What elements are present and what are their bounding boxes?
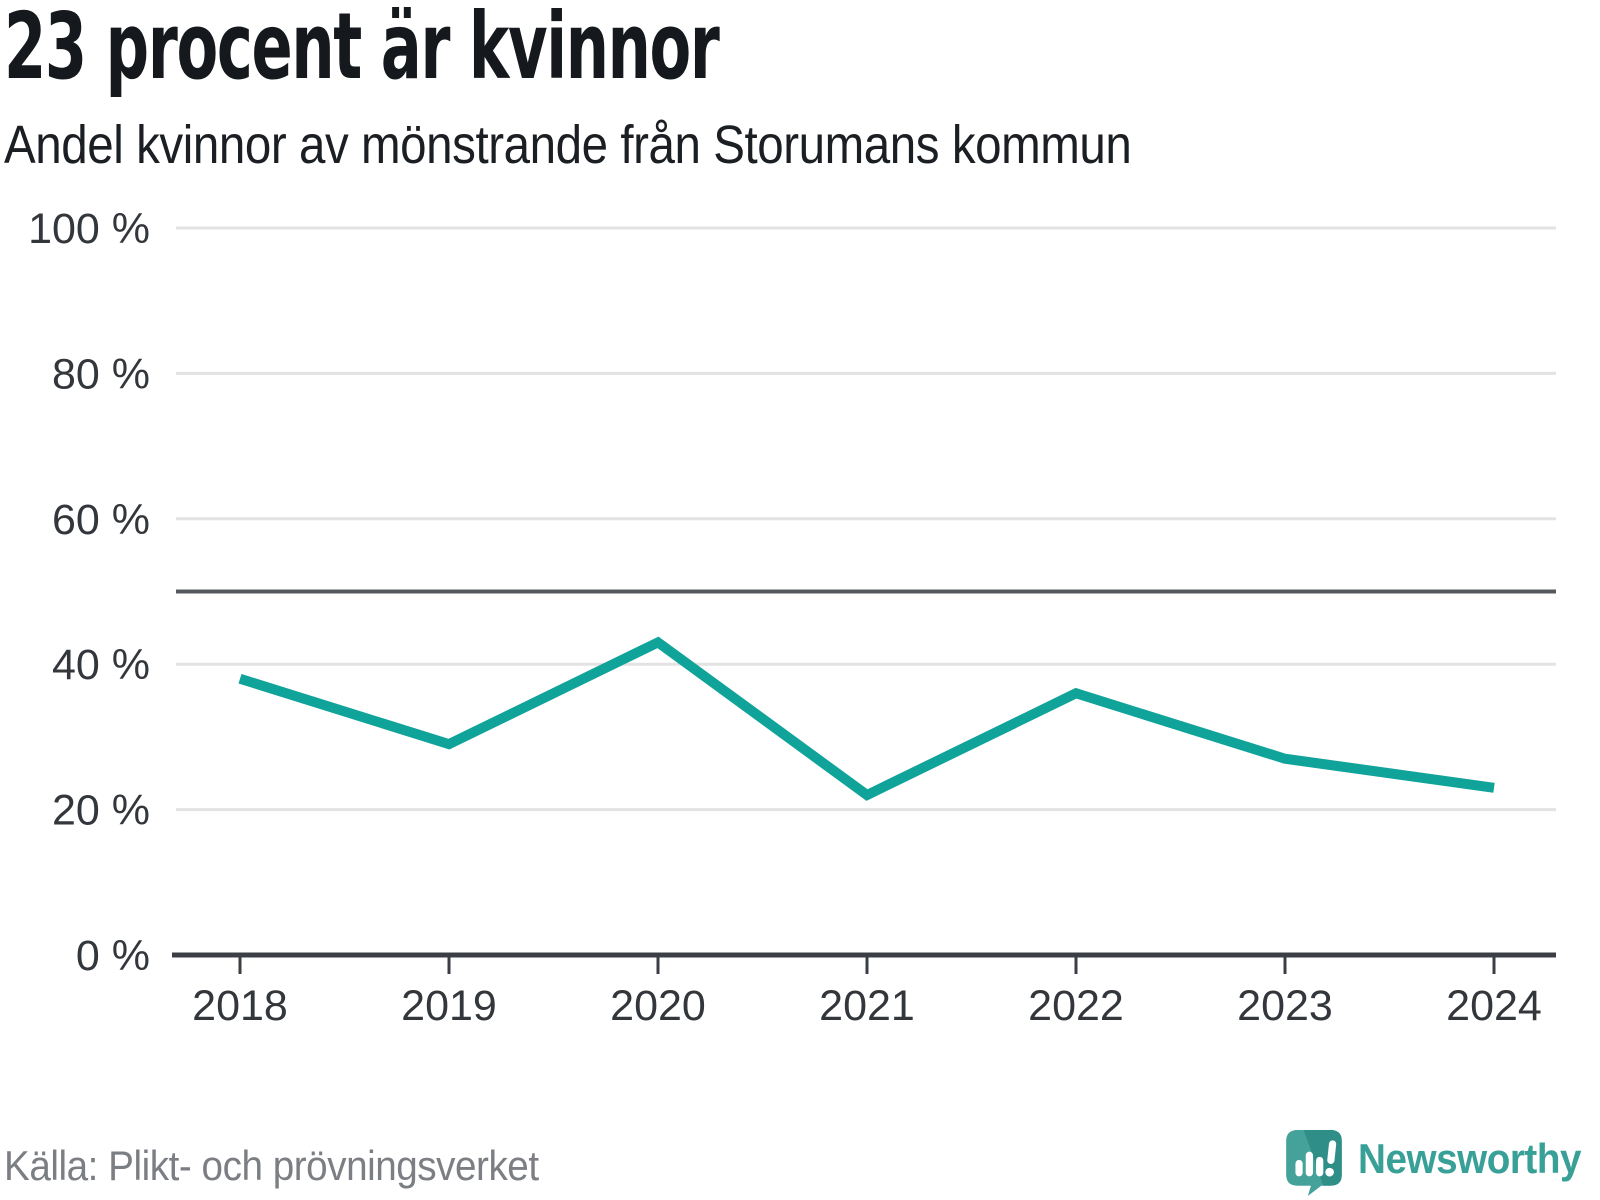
data-line-andel-kvinnor (238, 636, 1495, 801)
source-note: Källa: Plikt- och prövningsverket (4, 1142, 539, 1189)
newsworthy-logo-icon (1286, 1130, 1342, 1196)
x-tick-label-2021: 2021 (819, 982, 915, 1030)
logo-bars-icon (1295, 1140, 1337, 1177)
x-tick-label-2019: 2019 (401, 982, 497, 1030)
page-title: 23 procent är kvinnor (4, 0, 720, 100)
chart-subtitle: Andel kvinnor av mönstrande från Storuma… (4, 115, 1132, 175)
x-tick-label-2018: 2018 (192, 982, 288, 1030)
y-tick-label-60: 60 % (52, 496, 150, 544)
x-tick-label-2024: 2024 (1446, 982, 1542, 1030)
y-tick-label-20: 20 % (52, 787, 150, 835)
x-tick-label-2023: 2023 (1237, 982, 1333, 1030)
x-tick-label-2022: 2022 (1028, 982, 1124, 1030)
y-tick-label-0: 0 % (76, 932, 150, 980)
y-tick-label-40: 40 % (52, 641, 150, 689)
y-tick-label-80: 80 % (52, 350, 150, 398)
y-tick-label-100: 100 % (28, 205, 150, 253)
newsworthy-logo: Newsworthy (1286, 1130, 1600, 1196)
newsworthy-logo-text: Newsworthy (1358, 1135, 1581, 1182)
x-tick-label-2020: 2020 (610, 982, 706, 1030)
